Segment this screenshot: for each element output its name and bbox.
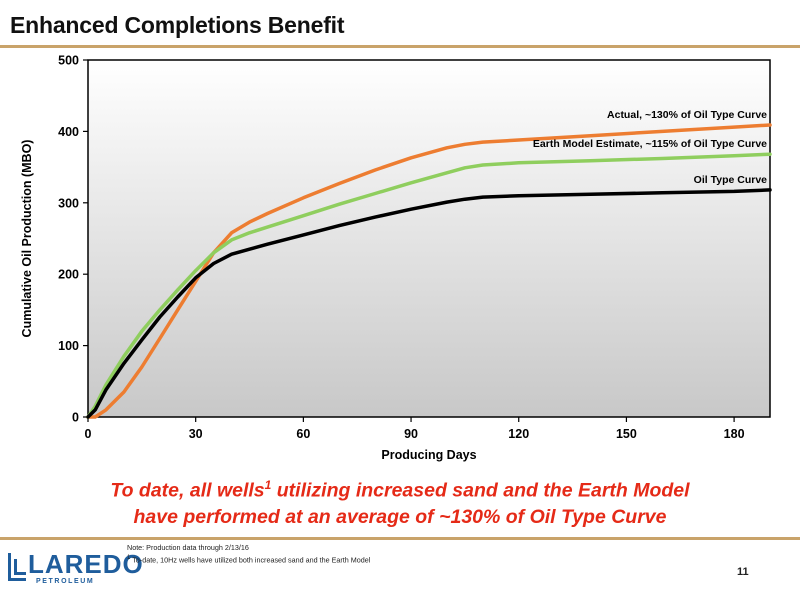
laredo-logo: LAREDO PETROLEUM xyxy=(6,545,143,595)
x-axis-label: Producing Days xyxy=(381,448,476,462)
tagline-line-2: have performed at an average of ~130% of… xyxy=(133,506,667,528)
logo-subtitle: PETROLEUM xyxy=(36,578,95,585)
x-tick-label: 180 xyxy=(724,427,745,441)
tagline-line-1: To date, all wells1 utilizing increased … xyxy=(0,478,800,503)
footnote-marker: 1 xyxy=(127,555,131,561)
footnote-wells: 1 To-date, 10Hz wells have utilized both… xyxy=(127,553,370,565)
tagline-pre: To date, all wells xyxy=(110,479,265,502)
slide-title: Enhanced Completions Benefit xyxy=(10,12,345,38)
page-number: 11 xyxy=(737,566,749,578)
footnotes: Note: Production data through 2/13/16 1 … xyxy=(127,543,370,565)
logo-wordmark: LAREDO xyxy=(28,549,144,579)
y-axis-label: Cumulative Oil Production (MBO) xyxy=(20,140,34,338)
y-tick-label: 300 xyxy=(58,196,79,210)
footer-divider xyxy=(0,537,800,540)
y-tick-label: 500 xyxy=(58,54,79,68)
series-line-2 xyxy=(86,152,772,419)
series-label-3: Oil Type Curve xyxy=(694,174,767,186)
x-tick-label: 90 xyxy=(404,427,418,441)
x-tick-label: 60 xyxy=(296,427,310,441)
x-tick-label: 30 xyxy=(189,427,203,441)
x-tick-label: 150 xyxy=(616,427,637,441)
line-chart: 0 100 200 300 400 500 0 30 60 90 120 150 180 Producin… xyxy=(20,54,772,462)
chart-area: 0 100 200 300 400 500 0 30 60 90 120 150 180 Producin… xyxy=(0,50,800,470)
y-tick-label: 400 xyxy=(58,125,79,139)
series-label-1: Actual, ~130% of Oil Type Curve xyxy=(607,109,767,121)
tagline-post: utilizing increased sand and the Earth M… xyxy=(271,479,690,502)
logo-mark-icon xyxy=(8,553,26,581)
footnote-data-date: Note: Production data through 2/13/16 xyxy=(127,543,249,552)
y-tick-label: 100 xyxy=(58,339,79,353)
x-tick-label: 0 xyxy=(85,427,92,441)
series-line-1 xyxy=(86,123,772,419)
plot-area xyxy=(87,59,771,418)
y-tick-label: 0 xyxy=(72,411,79,425)
series-line-3 xyxy=(86,188,772,419)
tagline-footnote-marker: 1 xyxy=(264,478,272,492)
x-tick-label: 120 xyxy=(508,427,529,441)
y-tick-label: 200 xyxy=(58,268,79,282)
title-divider xyxy=(0,45,800,48)
series-label-2: Earth Model Estimate, ~115% of Oil Type … xyxy=(533,138,767,150)
footnote-wells-text: To-date, 10Hz wells have utilized both i… xyxy=(130,555,371,565)
